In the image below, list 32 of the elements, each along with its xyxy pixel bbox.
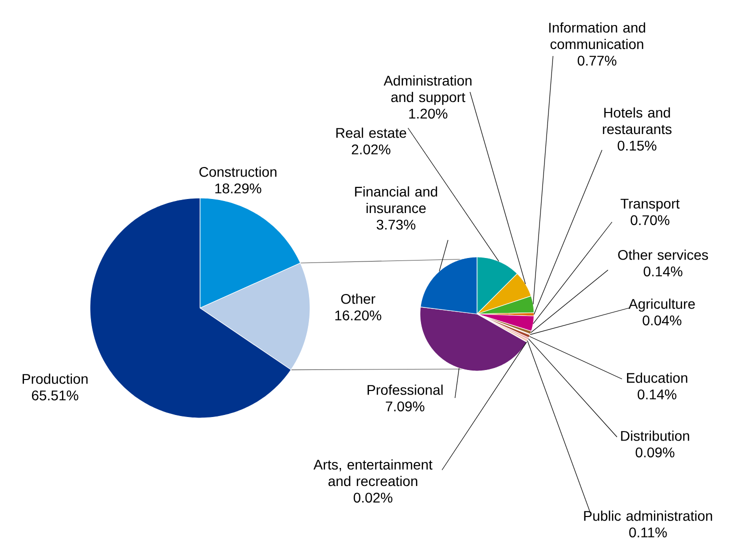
slice-label: Arts, entertainment and recreation xyxy=(314,459,432,486)
slice-label: Real estate xyxy=(336,128,406,138)
slice-label: Other services xyxy=(618,250,708,260)
data-label: 0.09% xyxy=(636,447,674,458)
slice-label: Other xyxy=(341,294,376,304)
slice-label: Agriculture xyxy=(628,298,695,312)
data-label: 2.02% xyxy=(352,144,390,154)
data-label: 7.09% xyxy=(386,401,424,412)
slice-label: Construction xyxy=(199,166,276,177)
data-label: 0.02% xyxy=(354,492,392,503)
data-label: 0.11% xyxy=(629,527,667,538)
data-label: 0.15% xyxy=(618,140,656,151)
slice-label: Production xyxy=(22,374,88,384)
data-label: 1.20% xyxy=(409,108,448,119)
slice-label: Administration and support xyxy=(384,75,472,105)
data-label: 16.20% xyxy=(335,310,382,320)
data-label: 0.70% xyxy=(630,215,670,226)
slice-label: Transport xyxy=(620,198,680,212)
slice-label: Distribution xyxy=(621,430,690,441)
slice-label: Hotels and restaurants xyxy=(602,107,672,134)
slice-label: Public administration xyxy=(584,510,712,521)
data-label: 18.29% xyxy=(215,183,262,194)
data-label: 0.77% xyxy=(578,56,616,66)
data-label: 0.14% xyxy=(638,389,676,400)
slice-label: Financial and insurance xyxy=(355,186,438,214)
slice-label: Professional xyxy=(368,384,443,395)
slice-label: Education xyxy=(627,372,688,383)
data-label: 65.51% xyxy=(32,390,78,400)
data-label: 0.04% xyxy=(642,315,682,326)
data-label: 3.73% xyxy=(376,220,416,230)
slice-label: Information and communication xyxy=(549,22,646,50)
data-label: 0.14% xyxy=(644,266,682,276)
